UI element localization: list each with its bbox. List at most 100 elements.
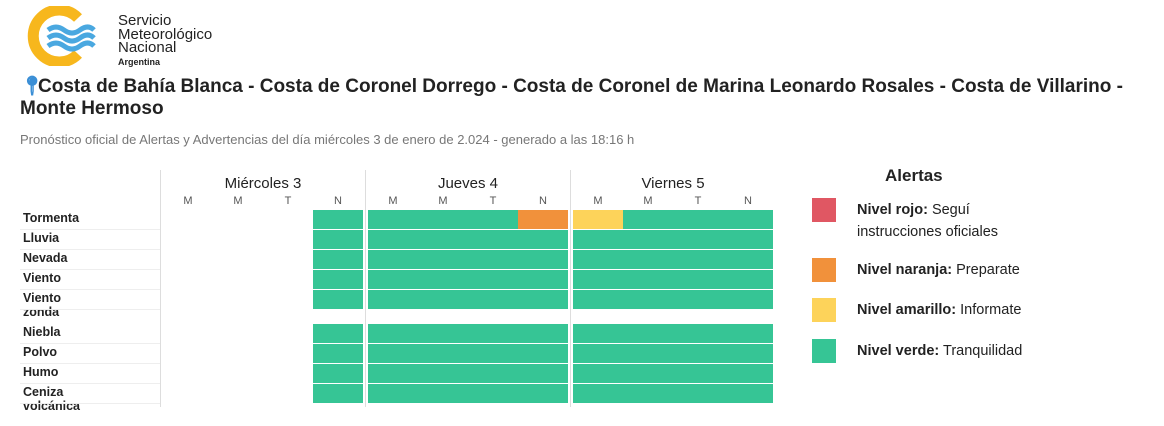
alert-cell-verde (468, 364, 518, 383)
page-title: 📍︎Costa de Bahía Blanca - Costa de Coron… (20, 76, 1123, 119)
alert-cell-verde (313, 270, 363, 289)
alert-cell-verde (418, 230, 468, 249)
alert-cell-verde (673, 384, 723, 403)
row-divider (20, 309, 160, 310)
period-label: T (694, 195, 702, 207)
period-label: M (233, 195, 243, 207)
alert-cell-verde (573, 344, 623, 363)
legend-text: Nivel rojo: Seguí instrucciones oficiale… (857, 199, 1057, 243)
alert-cell-verde (573, 230, 623, 249)
alert-cell-verde (573, 324, 623, 343)
row-label: Niebla (23, 325, 61, 339)
legend-swatch (812, 298, 836, 322)
period-label: M (643, 195, 653, 207)
legend-title: Alertas (885, 166, 943, 185)
legend-text: Nivel naranja: Preparate (857, 259, 1057, 281)
alert-cell-verde (518, 230, 568, 249)
row-label: Nevada (23, 251, 68, 265)
row-divider (20, 363, 160, 364)
alert-cell-verde (673, 290, 723, 309)
alert-cell-verde (313, 230, 363, 249)
row-divider (20, 289, 160, 290)
alert-cell-verde (418, 344, 468, 363)
alert-cell-verde (368, 384, 418, 403)
alert-cell-verde (623, 270, 673, 289)
alert-cell-verde (673, 270, 723, 289)
alert-cell-verde (313, 324, 363, 343)
logo-text: Servicio Meteorológico Nacional Argentina (118, 12, 213, 67)
alert-cell-verde (313, 290, 363, 309)
alert-cell-verde (673, 324, 723, 343)
alert-cell-verde (673, 230, 723, 249)
alert-cell-verde (573, 290, 623, 309)
alert-cell-verde (313, 344, 363, 363)
row-label: Tormenta (23, 211, 80, 225)
alert-cell-verde (623, 344, 673, 363)
alert-cell-verde (723, 290, 773, 309)
forecast-subtitle: Pronóstico oficial de Alertas y Adverten… (20, 132, 635, 147)
row-divider (20, 229, 160, 230)
day-name: Miércoles 3 (224, 175, 302, 192)
alert-cell-verde (368, 210, 418, 229)
alert-cell-verde (723, 250, 773, 269)
alert-cell-verde (313, 250, 363, 269)
legend-level-name: Nivel naranja: (857, 262, 953, 278)
row-divider (20, 383, 160, 384)
alert-cell-verde (723, 210, 773, 229)
row-label: Humo (23, 365, 59, 379)
row-divider (20, 249, 160, 250)
alert-cell-verde (623, 230, 673, 249)
alert-cell-verde (673, 364, 723, 383)
alert-cell-verde (623, 250, 673, 269)
alert-cell-verde (368, 250, 418, 269)
alert-cell-verde (518, 364, 568, 383)
legend-swatch (812, 258, 836, 282)
row-divider (20, 269, 160, 270)
period-label: M (183, 195, 193, 207)
alert-cell-verde (418, 270, 468, 289)
row-label: Viento zonda (23, 291, 61, 319)
alert-cell-verde (623, 290, 673, 309)
alert-cell-verde (368, 270, 418, 289)
alert-cell-amarillo (573, 210, 623, 229)
day-column: Viernes 5 M M T N (570, 170, 775, 407)
alert-cell-verde (673, 250, 723, 269)
legend-level-name: Nivel amarillo: (857, 302, 957, 318)
alert-cell-verde (418, 364, 468, 383)
alert-cell-verde (623, 384, 673, 403)
alert-cell-verde (723, 364, 773, 383)
alert-cell-verde (573, 270, 623, 289)
alert-cell-verde (468, 344, 518, 363)
alert-cell-verde (368, 230, 418, 249)
alert-cell-verde (723, 270, 773, 289)
smn-logo: Servicio Meteorológico Nacional Argentina (26, 4, 216, 68)
legend-level-name: Nivel rojo: (857, 202, 928, 218)
alert-cell-verde (518, 270, 568, 289)
alert-cell-verde (623, 364, 673, 383)
row-label: Lluvia (23, 231, 60, 245)
alert-cell-verde (368, 344, 418, 363)
period-label: T (284, 195, 292, 207)
alert-cell-verde (468, 384, 518, 403)
alert-cell-verde (623, 324, 673, 343)
alert-cell-verde (723, 324, 773, 343)
alert-cell-verde (313, 364, 363, 383)
location-pin-icon: 📍︎ (20, 76, 45, 97)
alert-cell-verde (418, 210, 468, 229)
row-divider (20, 403, 160, 404)
alert-cell-verde (468, 210, 518, 229)
alert-cell-verde (368, 324, 418, 343)
alert-cell-verde (313, 384, 363, 403)
alert-cell-verde (368, 364, 418, 383)
legend-swatch (812, 198, 836, 222)
legend-level-desc: Informate (960, 302, 1022, 318)
alert-cell-verde (673, 344, 723, 363)
alert-cell-verde (313, 210, 363, 229)
period-label: N (744, 195, 752, 207)
legend-level-desc: Preparate (956, 262, 1020, 278)
alert-cell-verde (518, 290, 568, 309)
alert-cell-verde (418, 250, 468, 269)
alert-cell-verde (623, 210, 673, 229)
row-label: Ceniza volcánica (23, 385, 80, 413)
period-label: M (593, 195, 603, 207)
